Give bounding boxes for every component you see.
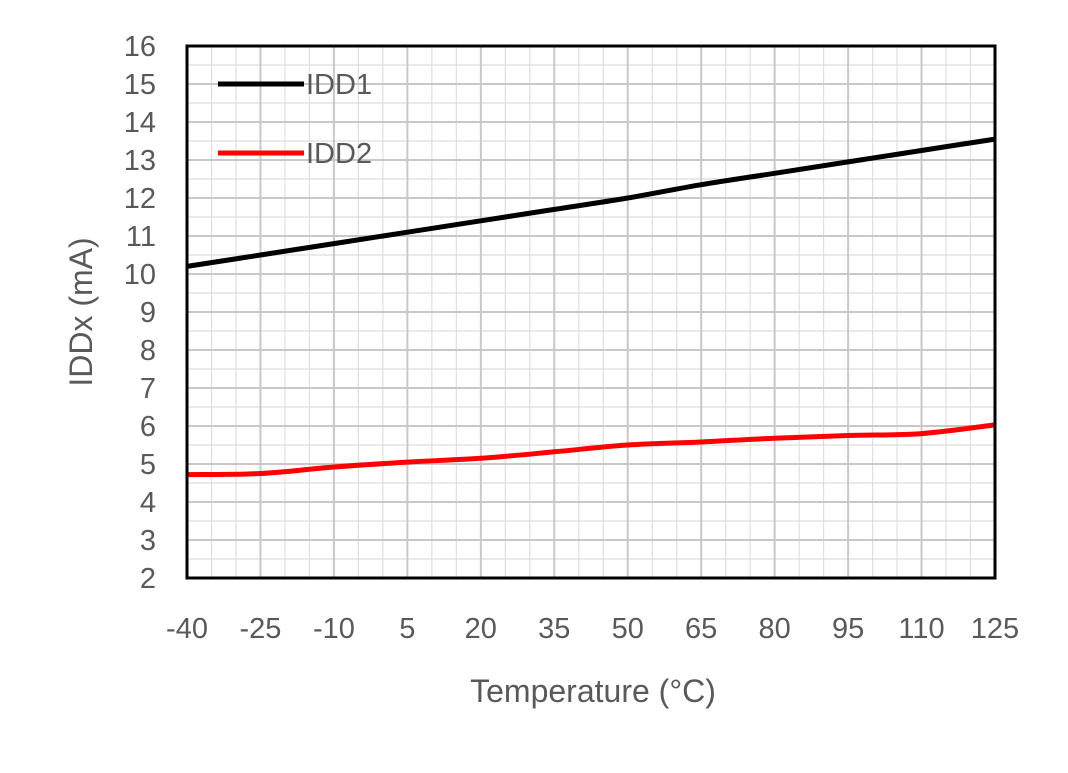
y-tick-label: 2 <box>140 563 156 595</box>
y-tick-label: 3 <box>140 525 156 557</box>
y-tick-label: 4 <box>140 487 156 519</box>
y-tick-label: 7 <box>140 373 156 405</box>
legend-label-idd2: IDD2 <box>306 138 372 170</box>
major-gridlines <box>187 46 995 578</box>
x-tick-label: -40 <box>166 613 208 645</box>
legend: IDD1 IDD2 <box>218 69 372 170</box>
x-tick-label: 110 <box>898 613 944 645</box>
x-tick-label: 5 <box>399 613 415 645</box>
x-axis-tick-labels: -40 -25 -10 5 20 35 50 65 80 95 110 125 <box>166 613 1019 645</box>
y-tick-label: 12 <box>124 183 156 215</box>
y-tick-label: 10 <box>124 259 156 291</box>
series-layer <box>186 136 996 478</box>
y-tick-label: 5 <box>140 449 156 481</box>
y-tick-label: 8 <box>140 335 156 367</box>
y-axis-title: IDDx (mA) <box>63 237 99 386</box>
x-tick-label: 20 <box>465 613 497 645</box>
legend-label-idd1: IDD1 <box>306 69 372 101</box>
y-tick-label: 9 <box>140 297 156 329</box>
y-axis-tick-labels: 2 3 4 5 6 7 8 9 10 11 12 13 14 15 16 <box>124 31 156 595</box>
y-tick-label: 14 <box>124 107 156 139</box>
x-tick-label: 50 <box>612 613 644 645</box>
y-tick-label: 15 <box>124 69 156 101</box>
x-tick-label: -10 <box>313 613 355 645</box>
y-tick-label: 11 <box>126 221 156 253</box>
series-line-idd2 <box>186 422 996 478</box>
y-tick-label: 16 <box>124 31 156 63</box>
x-tick-label: 80 <box>759 613 791 645</box>
x-tick-label: -25 <box>239 613 281 645</box>
x-tick-label: 65 <box>685 613 717 645</box>
x-tick-label: 35 <box>538 613 570 645</box>
x-tick-label: 125 <box>971 613 1019 645</box>
plot-area-border <box>185 44 997 580</box>
x-axis-title: Temperature (°C) <box>470 673 716 709</box>
x-tick-label: 95 <box>832 613 864 645</box>
y-tick-label: 6 <box>140 411 156 443</box>
series-line-idd1 <box>186 136 996 269</box>
y-tick-label: 13 <box>124 145 156 177</box>
